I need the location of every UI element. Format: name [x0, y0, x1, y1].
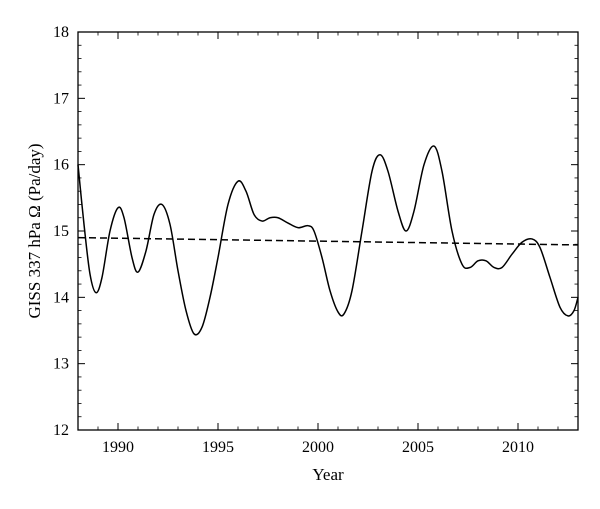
x-tick-label: 2005	[402, 439, 434, 456]
x-axis-title: Year	[312, 465, 344, 484]
x-tick-label: 1990	[102, 439, 134, 456]
y-tick-label: 17	[53, 90, 69, 107]
x-tick-label: 1995	[202, 439, 234, 456]
y-tick-label: 16	[53, 157, 69, 174]
series-line	[77, 145, 579, 336]
y-tick-label: 18	[53, 24, 69, 41]
y-tick-label: 14	[53, 289, 69, 306]
y-tick-label: 13	[53, 356, 69, 373]
y-axis-ticks: 12 13 14 15 16 17 18	[53, 24, 578, 439]
x-tick-label: 2000	[302, 439, 334, 456]
y-axis-title: GISS 337 hPa Ω (Pa/day)	[25, 143, 44, 318]
trend-line-dashed	[77, 236, 579, 246]
y-tick-label: 12	[53, 422, 69, 439]
y-tick-label: 15	[53, 223, 69, 240]
x-tick-label: 2010	[502, 439, 534, 456]
series-layer	[77, 145, 579, 336]
plot-area-frame	[77, 31, 579, 431]
x-axis-ticks: 1990 1995 2000 2005 2010	[77, 32, 579, 456]
